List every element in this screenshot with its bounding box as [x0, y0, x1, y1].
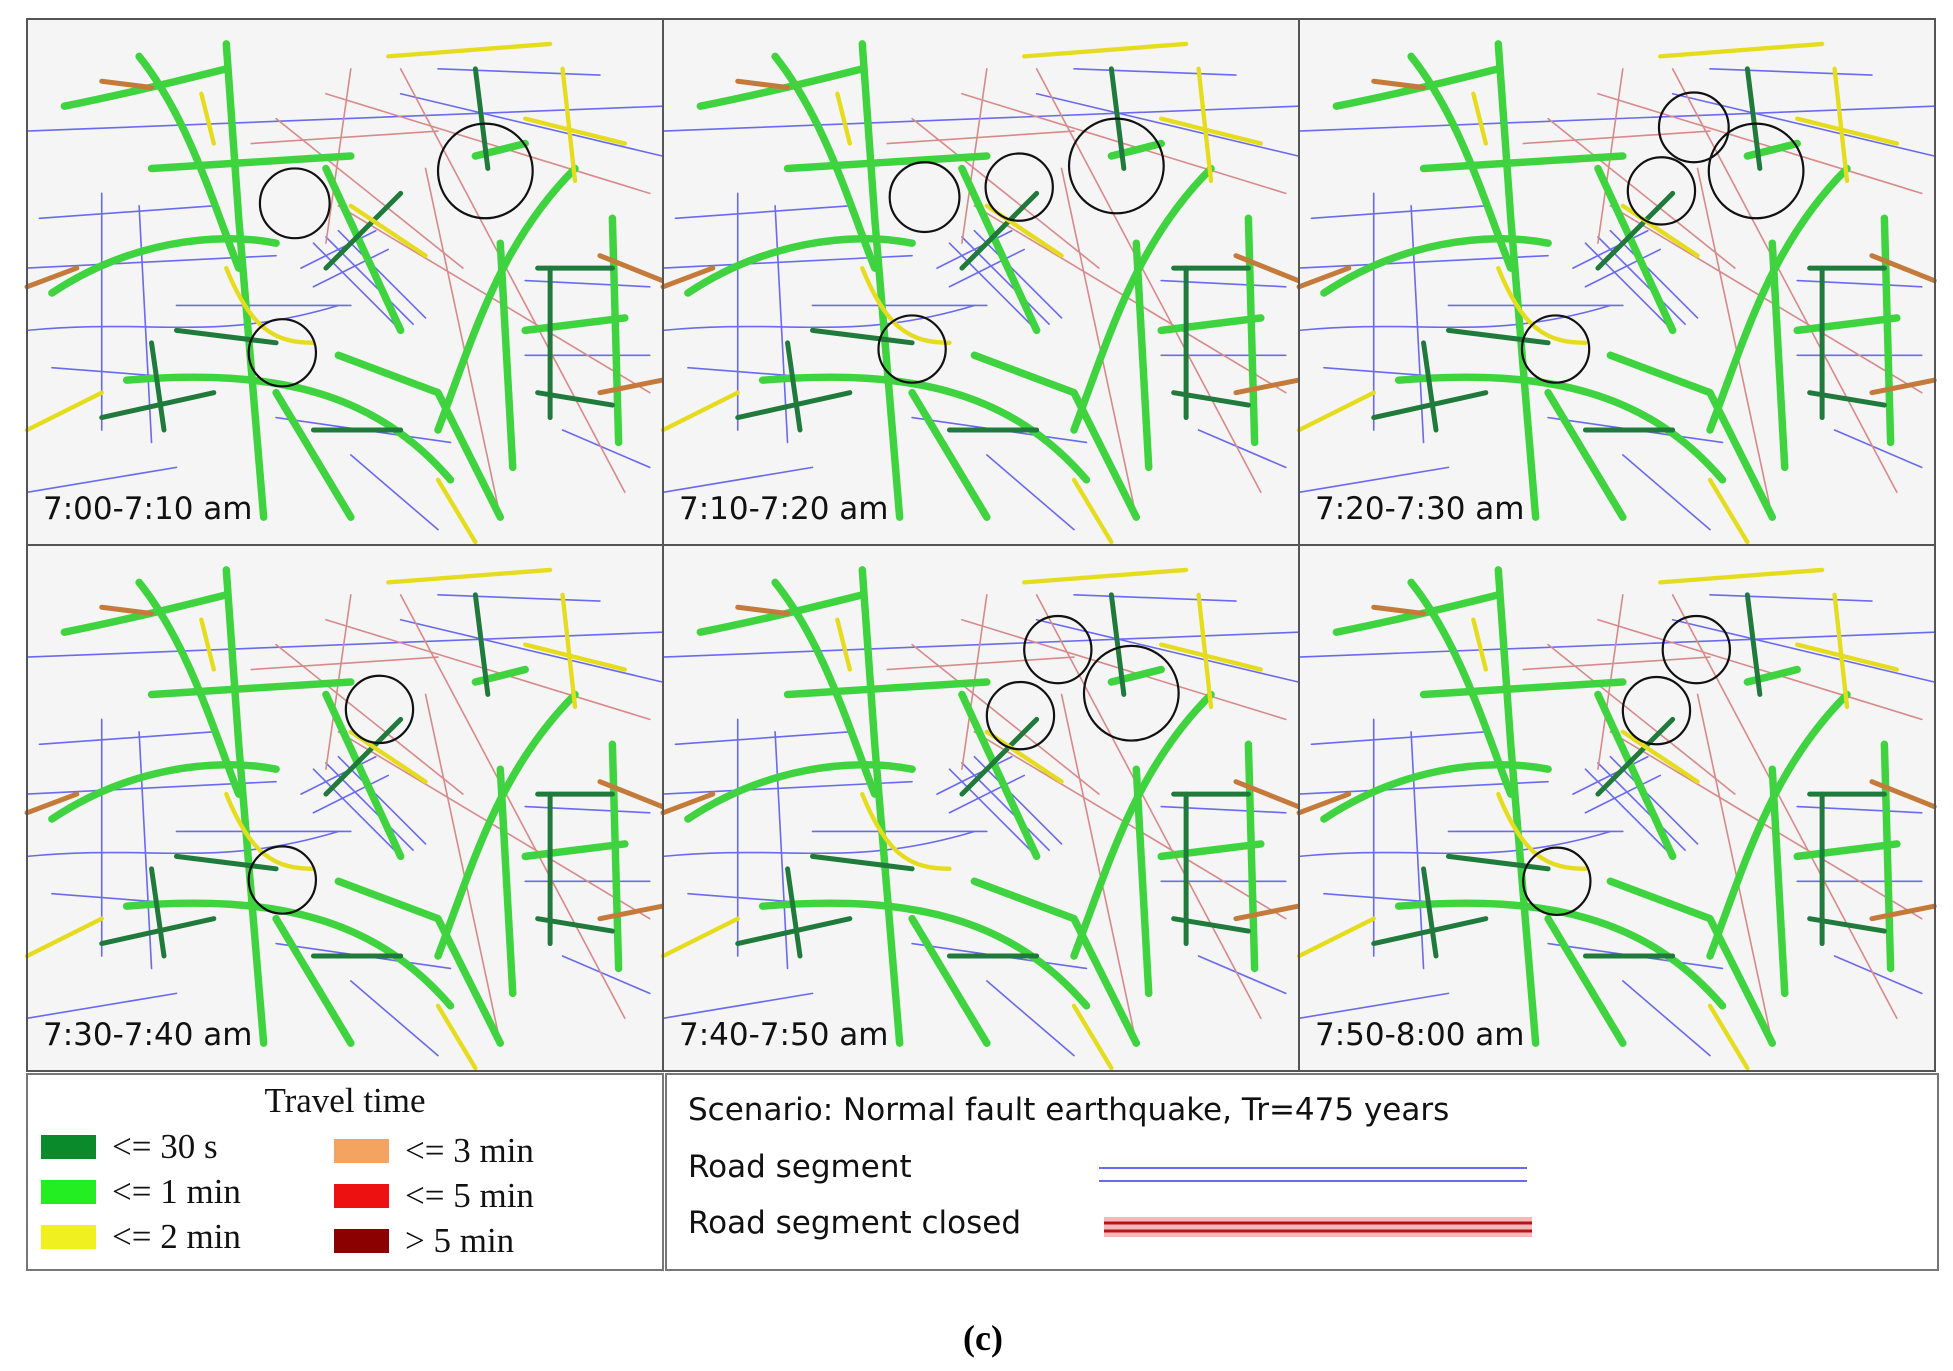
highlight-circle: [1707, 122, 1805, 220]
highlight-circle: [1626, 156, 1697, 226]
highlight-circle: [247, 845, 318, 915]
time-label: 7:50-8:00 am: [1315, 1017, 1524, 1053]
road-legend-label: Road segment closed: [688, 1205, 1021, 1241]
panel-border: [1298, 544, 1936, 1072]
scenario: Scenario: Normal fault earthquake, Tr=47…: [688, 1092, 1449, 1128]
map-panel: 7:10-7:20 am: [663, 18, 1299, 546]
legend: <= 30 s <= 1 min <= 2 min <= 3 min <= 5 min >…: [41, 1127, 534, 1260]
highlight-circle: [1082, 644, 1180, 742]
highlight-circle: [1023, 614, 1093, 685]
legend-swatch: [334, 1184, 389, 1208]
legend-label: <= 1 min: [112, 1172, 241, 1211]
road-legend-label: Road segment: [688, 1149, 912, 1185]
highlight-circle: [1657, 91, 1730, 164]
closed-road-symbol: [1104, 1217, 1532, 1237]
legend-swatch: [334, 1139, 389, 1163]
map-panel: 7:00-7:10 am: [27, 18, 663, 546]
highlight-circle: [258, 167, 331, 240]
legend-swatch: [41, 1135, 96, 1159]
time-label: 7:30-7:40 am: [43, 1017, 252, 1053]
time-label: 7:10-7:20 am: [679, 491, 888, 527]
map-panel: 7:30-7:40 am: [27, 544, 663, 1072]
legend-swatch: [41, 1225, 96, 1249]
panel-grid: 7:00-7:10 am 7:10-7:20 am 7:20-7:30 am 7:30…: [27, 18, 1936, 1072]
legend-label: <= 3 min: [405, 1131, 534, 1170]
legend-label: <= 5 min: [405, 1176, 534, 1215]
highlight-circle: [1067, 117, 1165, 215]
highlight-circle: [877, 314, 947, 384]
map-panel: 7:50-8:00 am: [1298, 544, 1936, 1072]
time-label: 7:20-7:30 am: [1315, 491, 1524, 527]
legend-title: Travel time: [264, 1081, 425, 1120]
highlight-circle: [1621, 675, 1692, 746]
legend-label: > 5 min: [405, 1221, 514, 1260]
highlight-circle: [984, 152, 1054, 222]
highlight-circle: [888, 161, 961, 234]
map-panel: 7:40-7:50 am: [663, 544, 1299, 1072]
caption: (c): [963, 1318, 1003, 1358]
highlight-circle: [436, 122, 534, 220]
scenario-box: [665, 1073, 1939, 1271]
legend-swatch: [334, 1229, 389, 1253]
legend-label: <= 30 s: [112, 1127, 218, 1166]
legend-label: <= 2 min: [112, 1217, 241, 1256]
highlight-circle: [1522, 846, 1592, 917]
highlight-circle: [344, 674, 415, 745]
legend-swatch: [41, 1180, 96, 1204]
time-label: 7:00-7:10 am: [43, 491, 252, 527]
highlight-circle: [1661, 614, 1732, 685]
map-panel: 7:20-7:30 am: [1299, 18, 1935, 546]
highlight-circle: [247, 318, 318, 388]
highlight-circle: [985, 680, 1056, 751]
time-label: 7:40-7:50 am: [679, 1017, 888, 1053]
highlight-circle: [1520, 314, 1591, 384]
